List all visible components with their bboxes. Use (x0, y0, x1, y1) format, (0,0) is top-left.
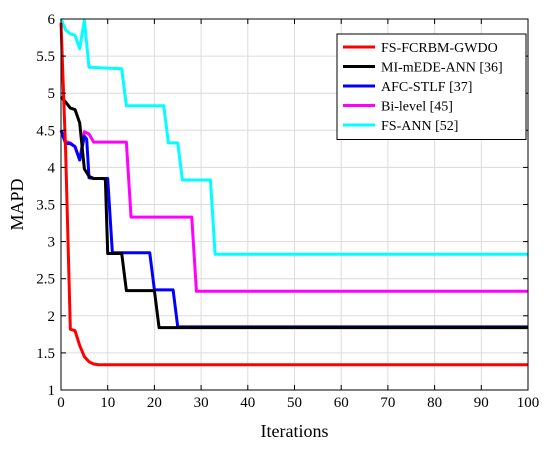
axis-ticks: 0 10 20 30 40 50 60 70 80 90 100 1 1.5 2 2.5 3 3.5 4 4.5 5 5… (36, 12, 539, 411)
x-tick-label: 80 (427, 395, 442, 411)
series-line-1 (59, 22, 528, 367)
y-tick-label: 3 (48, 235, 56, 251)
legend-label: FS-FCRBM-GWDO (381, 41, 498, 56)
x-tick-label: 100 (517, 395, 540, 411)
x-tick-label: 10 (100, 395, 115, 411)
legend-label: AFC-STLF [37] (381, 80, 472, 95)
legend-label: FS-ANN [52] (381, 119, 458, 134)
y-axis-label: MAPD (7, 178, 27, 230)
x-tick-label: 30 (194, 395, 209, 411)
y-tick-label: 4.5 (36, 123, 55, 139)
y-tick-label: 3.5 (36, 198, 55, 214)
x-tick-label: 90 (474, 395, 489, 411)
y-tick-label: 5.5 (36, 49, 55, 65)
x-axis-label: Iterations (261, 421, 329, 441)
series-line-5 (59, 18, 528, 256)
x-tick-label: 0 (57, 395, 65, 411)
y-tick-label: 6 (48, 12, 56, 28)
x-tick-label: 60 (334, 395, 349, 411)
x-tick-label: 40 (240, 395, 255, 411)
y-tick-label: 4 (48, 160, 56, 176)
legend-label: MI-mEDE-ANN [36] (381, 61, 503, 76)
x-tick-label: 70 (380, 395, 395, 411)
series-lines (59, 18, 528, 367)
x-tick-label: 20 (147, 395, 162, 411)
y-tick-label: 2.5 (36, 272, 55, 288)
legend-label: Bi-level [45] (381, 100, 453, 115)
y-tick-label: 1 (48, 383, 56, 399)
y-tick-label: 1.5 (36, 346, 55, 362)
y-tick-label: 5 (48, 86, 56, 102)
x-tick-label: 50 (287, 395, 302, 411)
y-tick-label: 2 (48, 309, 56, 325)
legend: FS-FCRBM-GWDO MI-mEDE-ANN [36] AFC-STLF [3… (336, 33, 527, 140)
series-line-2 (59, 95, 528, 330)
